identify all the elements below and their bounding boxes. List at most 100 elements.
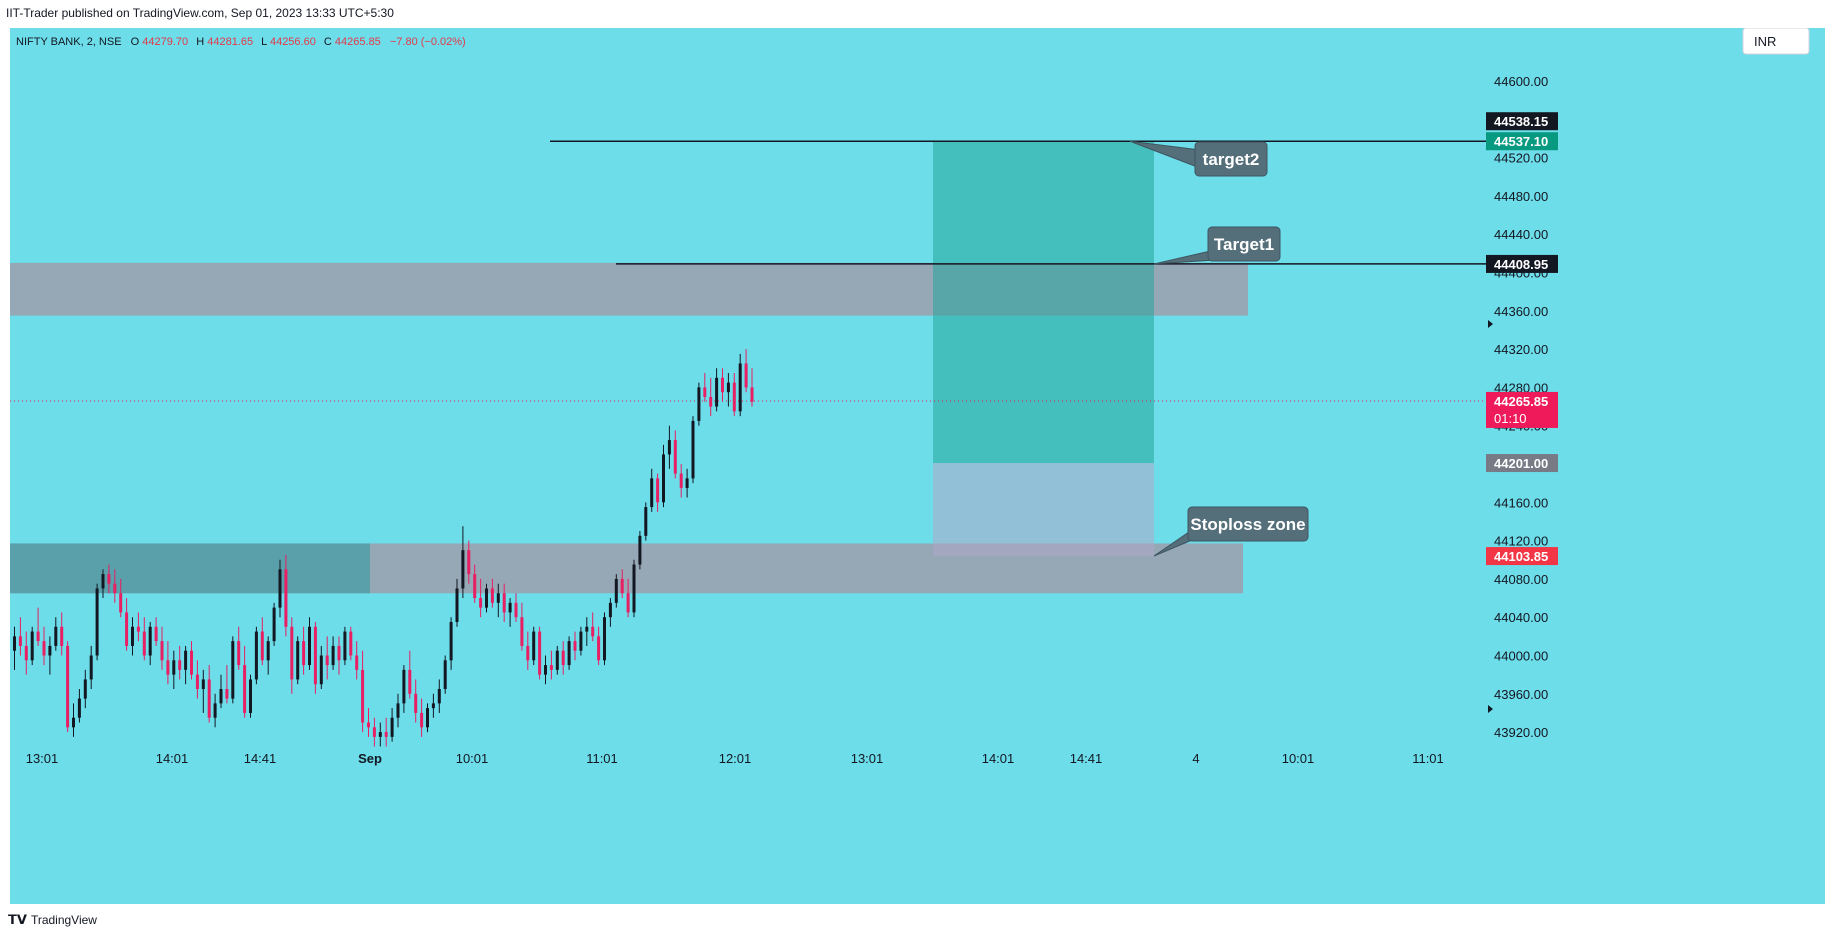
candle-body [426,708,429,728]
candle-body [42,641,46,656]
price-tick-label: 44160.00 [1494,495,1548,510]
demand-zone-left[interactable] [10,543,370,594]
candle-body [644,507,648,536]
candle-body [703,387,707,397]
candle-body [496,593,500,603]
candle-body [414,693,418,713]
candles-group [13,349,754,747]
candle-body [390,717,394,737]
target2-label: target2 [1203,150,1260,169]
position-stop-area[interactable] [933,463,1154,557]
target1-callout[interactable]: Target1 [1153,226,1281,265]
price-tag [1486,454,1558,473]
price-tag-label: 44265.85 [1494,394,1548,409]
candle-body [13,636,16,651]
price-tag-label: 44408.95 [1494,257,1548,272]
legend-open: 44279.70 [142,36,188,48]
time-tick-label: 14:41 [244,751,277,766]
price-tag [1486,391,1558,428]
candle-body [125,612,129,646]
candle-body [549,665,553,670]
price-tag-label: 44537.10 [1494,134,1548,149]
candle-body [131,626,134,646]
candle-body [555,650,559,670]
candle-body [508,602,512,613]
candle-body [325,655,329,666]
candle-body [679,473,683,488]
candle-body [48,645,52,656]
stoploss-callout[interactable]: Stoploss zone [1153,506,1309,557]
candle-body [614,578,618,603]
candle-body [437,689,441,704]
candle-body [650,478,654,508]
legend-h-label: H [196,36,204,48]
currency-label: INR [1754,34,1776,49]
price-tags: 44538.15 44537.10 44408.95 44265.85 01:10 442… [1486,112,1558,566]
candle-body [101,574,105,589]
time-axis[interactable]: 13:01 14:01 14:41 Sep 10:01 11:01 12:01 13:01 14… [26,751,1444,766]
time-tick-label: 13:01 [851,751,884,766]
candle-body [656,478,660,503]
candle-body [526,645,530,661]
candle-body [72,717,75,728]
candle-body [685,478,689,488]
legend-high: 44281.65 [207,36,253,48]
time-tick-label: 14:01 [982,751,1015,766]
position-target-area[interactable] [933,141,1154,464]
candle-body [538,631,542,675]
candle-body [455,588,459,622]
candle-body [372,727,376,737]
time-tick-label: 13:01 [26,751,59,766]
candle-body [597,636,601,661]
candle-body [60,626,64,646]
price-tag [1486,254,1558,273]
candle-body [378,732,382,737]
candle-body [343,631,347,661]
publish-info: IIT-Trader published on TradingView.com,… [6,6,394,20]
price-tick-label: 44120.00 [1494,534,1548,549]
candle-body [278,569,282,608]
candle-body [532,631,536,661]
legend-o-label: O [131,36,140,48]
candle-body [308,626,311,666]
candle-body [231,641,235,699]
price-tick-label: 44000.00 [1494,649,1548,664]
candle-body [148,626,152,656]
time-tick-label: 11:01 [1412,751,1444,766]
currency-button[interactable]: INR [1742,27,1810,55]
candle-body [579,631,583,651]
candle-body [113,583,117,594]
legend-low: 44256.60 [270,36,316,48]
candle-body [337,645,341,661]
candle-body [160,641,164,661]
candle-body [402,669,406,704]
candle-body [485,588,488,608]
price-tick-label: 44040.00 [1494,610,1548,625]
candle-body [154,626,158,642]
candle-body [726,382,730,393]
candle-body [142,631,146,656]
candle-body [18,636,22,646]
candle-body [662,454,665,503]
candle-body [243,665,247,713]
price-tag-label: 44201.00 [1494,456,1548,471]
candle-body [490,588,494,603]
candle-body [408,669,412,694]
candle-body [172,660,176,675]
target2-callout[interactable]: target2 [1129,140,1268,177]
chart-frame: target2 Target1 Stoploss zone 44600.00 44… [10,27,1825,904]
candle-body [290,626,294,680]
candle-body [361,669,365,723]
candle-body [443,660,447,690]
price-tag-label: 44538.15 [1494,114,1548,129]
legend-l-label: L [261,36,267,48]
candle-body [190,650,193,675]
candle-body [732,382,736,412]
candle-body [396,703,400,718]
axis-marker-icon [1488,320,1493,328]
candle-body [567,641,571,666]
candle-body [136,626,140,632]
candle-body [561,650,565,666]
candle-body [83,679,87,699]
price-chart[interactable]: target2 Target1 Stoploss zone 44600.0044… [10,27,1825,904]
